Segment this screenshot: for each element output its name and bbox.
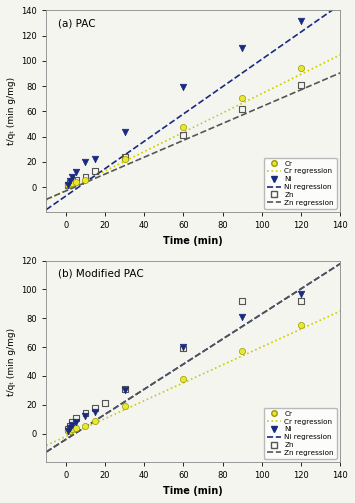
Point: [298, 81, 304, 89]
Point: [92, 155, 98, 163]
Point: [67, 423, 73, 431]
Point: [73, 414, 78, 422]
Point: [69, 178, 75, 186]
Point: [67, 179, 73, 187]
Point: [83, 409, 88, 417]
Point: [239, 348, 245, 356]
Point: [122, 402, 127, 410]
Point: [67, 424, 73, 432]
Point: [122, 386, 127, 394]
Y-axis label: t/qₜ (min g/mg): t/qₜ (min g/mg): [7, 327, 16, 395]
Point: [69, 418, 75, 426]
Point: [65, 428, 71, 436]
Point: [83, 158, 88, 166]
Point: [239, 297, 245, 305]
Point: [92, 416, 98, 425]
Point: [73, 176, 78, 184]
Point: [92, 408, 98, 416]
Point: [298, 321, 304, 329]
Point: [298, 64, 304, 72]
Text: (b) Modified PAC: (b) Modified PAC: [58, 269, 144, 279]
Point: [67, 427, 73, 435]
Legend: Cr, Cr regression, Ni, Ni regression, Zn, Zn regression: Cr, Cr regression, Ni, Ni regression, Zn…: [264, 157, 337, 209]
Point: [73, 168, 78, 176]
Point: [239, 313, 245, 321]
Point: [73, 418, 78, 426]
Point: [69, 425, 75, 433]
Point: [298, 290, 304, 298]
Point: [181, 123, 186, 131]
Point: [239, 44, 245, 52]
Point: [122, 155, 127, 163]
Point: [239, 105, 245, 113]
Point: [298, 17, 304, 25]
Point: [65, 181, 71, 189]
Point: [65, 181, 71, 189]
Point: [67, 180, 73, 188]
Point: [102, 399, 108, 407]
Point: [181, 83, 186, 92]
Point: [181, 375, 186, 383]
Point: [83, 173, 88, 181]
Text: (a) PAC: (a) PAC: [58, 19, 95, 29]
X-axis label: Time (min): Time (min): [163, 236, 223, 246]
Point: [298, 297, 304, 305]
Point: [67, 177, 73, 185]
Point: [181, 345, 186, 353]
Point: [73, 178, 78, 186]
Point: [83, 412, 88, 421]
Point: [122, 153, 127, 161]
Point: [69, 179, 75, 187]
Legend: Cr, Cr regression, Ni, Ni regression, Zn, Zn regression: Cr, Cr regression, Ni, Ni regression, Zn…: [264, 408, 337, 459]
Point: [73, 424, 78, 432]
Point: [181, 343, 186, 351]
Point: [239, 94, 245, 102]
Point: [65, 181, 71, 189]
Point: [65, 427, 71, 435]
Y-axis label: t/qₜ (min g/mg): t/qₜ (min g/mg): [7, 77, 16, 145]
Point: [122, 128, 127, 136]
Point: [92, 166, 98, 175]
X-axis label: Time (min): Time (min): [163, 486, 223, 496]
Point: [92, 403, 98, 411]
Point: [83, 423, 88, 431]
Point: [69, 173, 75, 181]
Point: [69, 421, 75, 429]
Point: [181, 131, 186, 139]
Point: [122, 385, 127, 393]
Point: [65, 425, 71, 433]
Point: [83, 176, 88, 184]
